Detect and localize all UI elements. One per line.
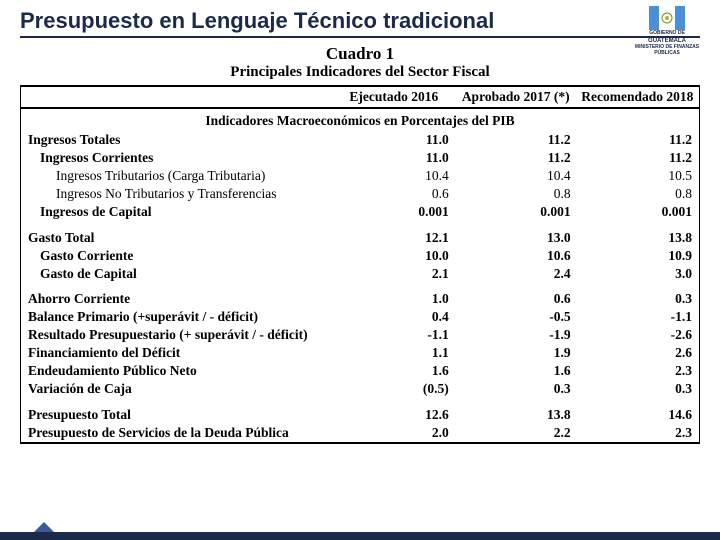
- row-value: 2.0: [333, 424, 455, 443]
- row-value: 0.3: [577, 291, 699, 309]
- table-row: Presupuesto de Servicios de la Deuda Púb…: [22, 424, 699, 443]
- row-value: 13.8: [577, 229, 699, 247]
- table-row: Ingresos No Tributarios y Transferencias…: [22, 186, 699, 204]
- row-value: 0.001: [333, 203, 455, 221]
- row-value: 14.6: [577, 406, 699, 424]
- row-value: 11.2: [577, 132, 699, 150]
- row-value: 2.6: [577, 345, 699, 363]
- row-label: Presupuesto de Servicios de la Deuda Púb…: [22, 424, 333, 443]
- table-row: Ahorro Corriente1.00.60.3: [22, 291, 699, 309]
- table-row: Financiamiento del Déficit1.11.92.6: [22, 345, 699, 363]
- row-value: 0.8: [577, 186, 699, 204]
- row-label: Ingresos No Tributarios y Transferencias: [22, 186, 333, 204]
- row-value: 10.0: [333, 247, 455, 265]
- row-value: 11.0: [333, 132, 455, 150]
- row-value: 2.2: [455, 424, 577, 443]
- row-value: 11.2: [455, 150, 577, 168]
- row-value: 3.0: [577, 265, 699, 283]
- row-value: 0.001: [455, 203, 577, 221]
- row-value: 2.3: [577, 362, 699, 380]
- logo-text-ministry: MINISTERIO DE FINANZAS PÚBLICAS: [628, 45, 706, 56]
- row-value: 1.6: [455, 362, 577, 380]
- table-row: Endeudamiento Público Neto1.61.62.3: [22, 362, 699, 380]
- col-blank: [22, 86, 333, 108]
- logo-text-country: GUATEMALA: [628, 38, 706, 45]
- row-value: 0.6: [333, 186, 455, 204]
- row-value: 13.0: [455, 229, 577, 247]
- row-value: 0.3: [577, 380, 699, 398]
- table-row: Presupuesto Total12.613.814.6: [22, 406, 699, 424]
- row-value: 1.1: [333, 345, 455, 363]
- row-value: 10.9: [577, 247, 699, 265]
- table-row: Ingresos Totales11.011.211.2: [22, 132, 699, 150]
- row-label: Balance Primario (+superávit / - déficit…: [22, 309, 333, 327]
- row-label: Endeudamiento Público Neto: [22, 362, 333, 380]
- row-label: Ahorro Corriente: [22, 291, 333, 309]
- row-label: Financiamiento del Déficit: [22, 345, 333, 363]
- table-row: Resultado Presupuestario (+ superávit / …: [22, 327, 699, 345]
- row-value: 2.1: [333, 265, 455, 283]
- col-ejecutado: Ejecutado 2016: [333, 86, 455, 108]
- row-value: 0.6: [455, 291, 577, 309]
- table-row: Balance Primario (+superávit / - déficit…: [22, 309, 699, 327]
- row-value: 1.6: [333, 362, 455, 380]
- table-row: Ingresos Corrientes11.011.211.2: [22, 150, 699, 168]
- table-row: Gasto Total12.113.013.8: [22, 229, 699, 247]
- table-row: Ingresos Tributarios (Carga Tributaria)1…: [22, 168, 699, 186]
- section-header: Indicadores Macroeconómicos en Porcentaj…: [22, 108, 699, 132]
- table-row: Gasto Corriente10.010.610.9: [22, 247, 699, 265]
- row-label: Ingresos Corrientes: [22, 150, 333, 168]
- row-label: Gasto de Capital: [22, 265, 333, 283]
- row-value: 10.4: [455, 168, 577, 186]
- gov-logo: GOBIERNO DE GUATEMALA MINISTERIO DE FINA…: [628, 6, 706, 46]
- row-value: 0.8: [455, 186, 577, 204]
- row-value: 2.4: [455, 265, 577, 283]
- row-value: 0.001: [577, 203, 699, 221]
- row-value: 13.8: [455, 406, 577, 424]
- row-value: 0.3: [455, 380, 577, 398]
- footer-accent: [0, 532, 720, 540]
- logo-text-top: GOBIERNO DE: [628, 31, 706, 37]
- table-row: Gasto de Capital2.12.43.0: [22, 265, 699, 283]
- row-label: Ingresos Totales: [22, 132, 333, 150]
- row-label: Resultado Presupuestario (+ superávit / …: [22, 327, 333, 345]
- row-value: (0.5): [333, 380, 455, 398]
- row-value: -1.1: [577, 309, 699, 327]
- table-row: Ingresos de Capital0.0010.0010.001: [22, 203, 699, 221]
- table-subtitle: Principales Indicadores del Sector Fisca…: [20, 64, 700, 81]
- row-label: Variación de Caja: [22, 380, 333, 398]
- row-value: -0.5: [455, 309, 577, 327]
- row-value: 11.2: [577, 150, 699, 168]
- row-label: Ingresos de Capital: [22, 203, 333, 221]
- row-value: 12.1: [333, 229, 455, 247]
- col-recomendado: Recomendado 2018: [577, 86, 699, 108]
- row-label: Gasto Corriente: [22, 247, 333, 265]
- row-value: 11.0: [333, 150, 455, 168]
- row-value: 2.3: [577, 424, 699, 443]
- fiscal-table: Ejecutado 2016 Aprobado 2017 (*) Recomen…: [21, 85, 699, 444]
- row-value: 11.2: [455, 132, 577, 150]
- row-label: Gasto Total: [22, 229, 333, 247]
- row-value: 1.9: [455, 345, 577, 363]
- row-value: 10.4: [333, 168, 455, 186]
- row-value: 12.6: [333, 406, 455, 424]
- table-row: Variación de Caja(0.5)0.30.3: [22, 380, 699, 398]
- col-aprobado: Aprobado 2017 (*): [455, 86, 577, 108]
- cuadro-number: Cuadro 1: [20, 44, 700, 64]
- row-label: Ingresos Tributarios (Carga Tributaria): [22, 168, 333, 186]
- page-title: Presupuesto en Lenguaje Técnico tradicio…: [20, 8, 700, 38]
- row-value: 10.6: [455, 247, 577, 265]
- row-value: 10.5: [577, 168, 699, 186]
- row-value: 1.0: [333, 291, 455, 309]
- row-value: 0.4: [333, 309, 455, 327]
- row-label: Presupuesto Total: [22, 406, 333, 424]
- row-value: -1.9: [455, 327, 577, 345]
- row-value: -2.6: [577, 327, 699, 345]
- row-value: -1.1: [333, 327, 455, 345]
